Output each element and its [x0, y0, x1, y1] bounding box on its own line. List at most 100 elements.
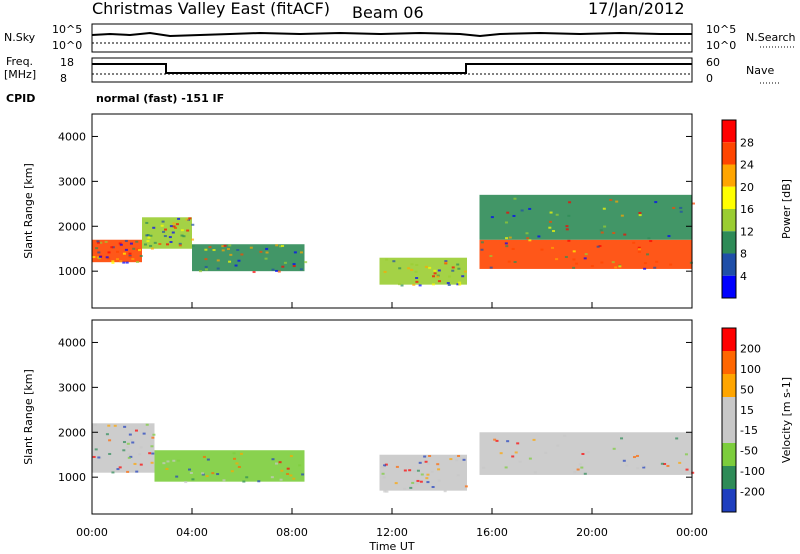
velocity-speckle	[123, 425, 127, 428]
velocity-band	[379, 454, 467, 491]
power-speckle	[164, 228, 168, 231]
power-speckle	[111, 246, 115, 249]
power-speckle	[433, 269, 437, 272]
power-speckle	[611, 261, 615, 264]
velocity-colorbar-segment	[722, 397, 736, 420]
power-speckle	[638, 211, 642, 214]
velocity-speckle	[403, 487, 407, 490]
power-speckle	[136, 260, 140, 263]
velocity-speckle	[274, 462, 278, 465]
velocity-speckle	[418, 461, 422, 464]
power-speckle	[567, 239, 571, 242]
velocity-speckle	[271, 458, 275, 461]
power-speckle	[415, 277, 419, 280]
power-speckle	[643, 267, 647, 270]
velocity-speckle	[394, 482, 398, 485]
power-speckle	[128, 252, 132, 255]
velocity-speckle	[495, 439, 499, 442]
freq-left-label-1: Freq.	[6, 55, 33, 68]
power-colorbar-segment	[722, 120, 736, 143]
power-speckle	[119, 260, 123, 263]
velocity-colorbar-tick: 100	[740, 363, 761, 376]
freq-left-tick-top: 18	[60, 56, 74, 69]
velocity-speckle	[533, 471, 537, 474]
velocity-speckle	[437, 468, 441, 471]
noise-right-tick-bottom: 10^0	[706, 39, 736, 52]
power-speckle	[602, 207, 606, 210]
velocity-speckle	[191, 478, 195, 481]
power-speckle	[451, 266, 455, 269]
power-speckle	[540, 248, 544, 251]
velocity-speckle	[437, 479, 441, 482]
power-speckle	[511, 247, 515, 250]
power-speckle	[490, 216, 494, 219]
noise-panel-frame	[91, 23, 693, 53]
velocity-speckle	[116, 468, 120, 471]
velocity-speckle	[493, 438, 497, 441]
velocity-speckle	[381, 472, 385, 475]
freq-left-label-2: [MHz]	[4, 68, 36, 81]
velocity-colorbar-frame	[721, 327, 737, 513]
velocity-speckle	[518, 460, 522, 463]
velocity-speckle	[270, 476, 274, 479]
velocity-colorbar-segment	[722, 328, 736, 351]
power-speckle	[637, 250, 641, 253]
velocity-speckle	[286, 467, 290, 470]
velocity-band	[479, 432, 692, 475]
cpid-value: normal (fast) -151 IF	[96, 92, 224, 105]
velocity-speckle	[230, 470, 234, 473]
power-speckle	[204, 248, 208, 251]
power-speckle	[178, 242, 182, 245]
velocity-speckle	[382, 476, 386, 479]
velocity-speckle	[188, 468, 192, 471]
velocity-speckle	[138, 453, 142, 456]
velocity-speckle	[292, 477, 296, 480]
power-speckle	[596, 245, 600, 248]
power-speckle	[158, 243, 162, 246]
power-colorbar-frame	[721, 119, 737, 299]
power-speckle	[620, 214, 624, 217]
noise-left-tick-bottom: 10^0	[52, 39, 82, 52]
power-speckle	[505, 237, 509, 240]
velocity-speckle	[504, 466, 508, 469]
noise-left-tick-top: 10^5	[52, 23, 82, 36]
power-speckle	[152, 226, 156, 229]
power-speckle	[92, 256, 96, 259]
power-speckle	[506, 211, 510, 214]
power-speckle	[116, 250, 120, 253]
power-speckle	[504, 242, 508, 245]
velocity-speckle	[457, 454, 461, 457]
power-speckle	[277, 270, 281, 273]
power-speckle	[572, 266, 576, 269]
velocity-speckle	[581, 452, 585, 455]
velocity-speckle	[289, 474, 293, 477]
power-speckle	[118, 242, 122, 245]
velocity-speckle	[239, 452, 243, 455]
velocity-speckle	[216, 473, 220, 476]
power-speckle	[104, 240, 108, 243]
velocity-speckle	[235, 462, 239, 465]
power-speckle	[107, 257, 111, 260]
power-speckle	[236, 249, 240, 252]
velocity-speckle	[583, 472, 587, 475]
velocity-speckle	[556, 444, 560, 447]
power-colorbar-tick: 20	[740, 181, 754, 194]
power-ytick-label: 1000	[58, 265, 86, 278]
power-speckle	[398, 267, 402, 270]
beam-label: Beam 06	[352, 3, 424, 22]
velocity-colorbar-label: Velocity [m s-1]	[780, 377, 793, 463]
velocity-speckle	[135, 470, 139, 473]
power-colorbar-tick: 8	[740, 248, 747, 261]
freq-left-tick-bottom: 8	[60, 72, 67, 85]
velocity-speckle	[162, 462, 166, 465]
velocity-speckle	[113, 424, 117, 427]
velocity-speckle	[94, 430, 98, 433]
velocity-speckle	[280, 469, 284, 472]
velocity-speckle	[108, 452, 112, 455]
velocity-speckle	[462, 458, 466, 461]
power-speckle	[264, 257, 268, 260]
power-speckle	[293, 251, 297, 254]
power-speckle	[457, 267, 461, 270]
velocity-speckle	[632, 456, 636, 459]
